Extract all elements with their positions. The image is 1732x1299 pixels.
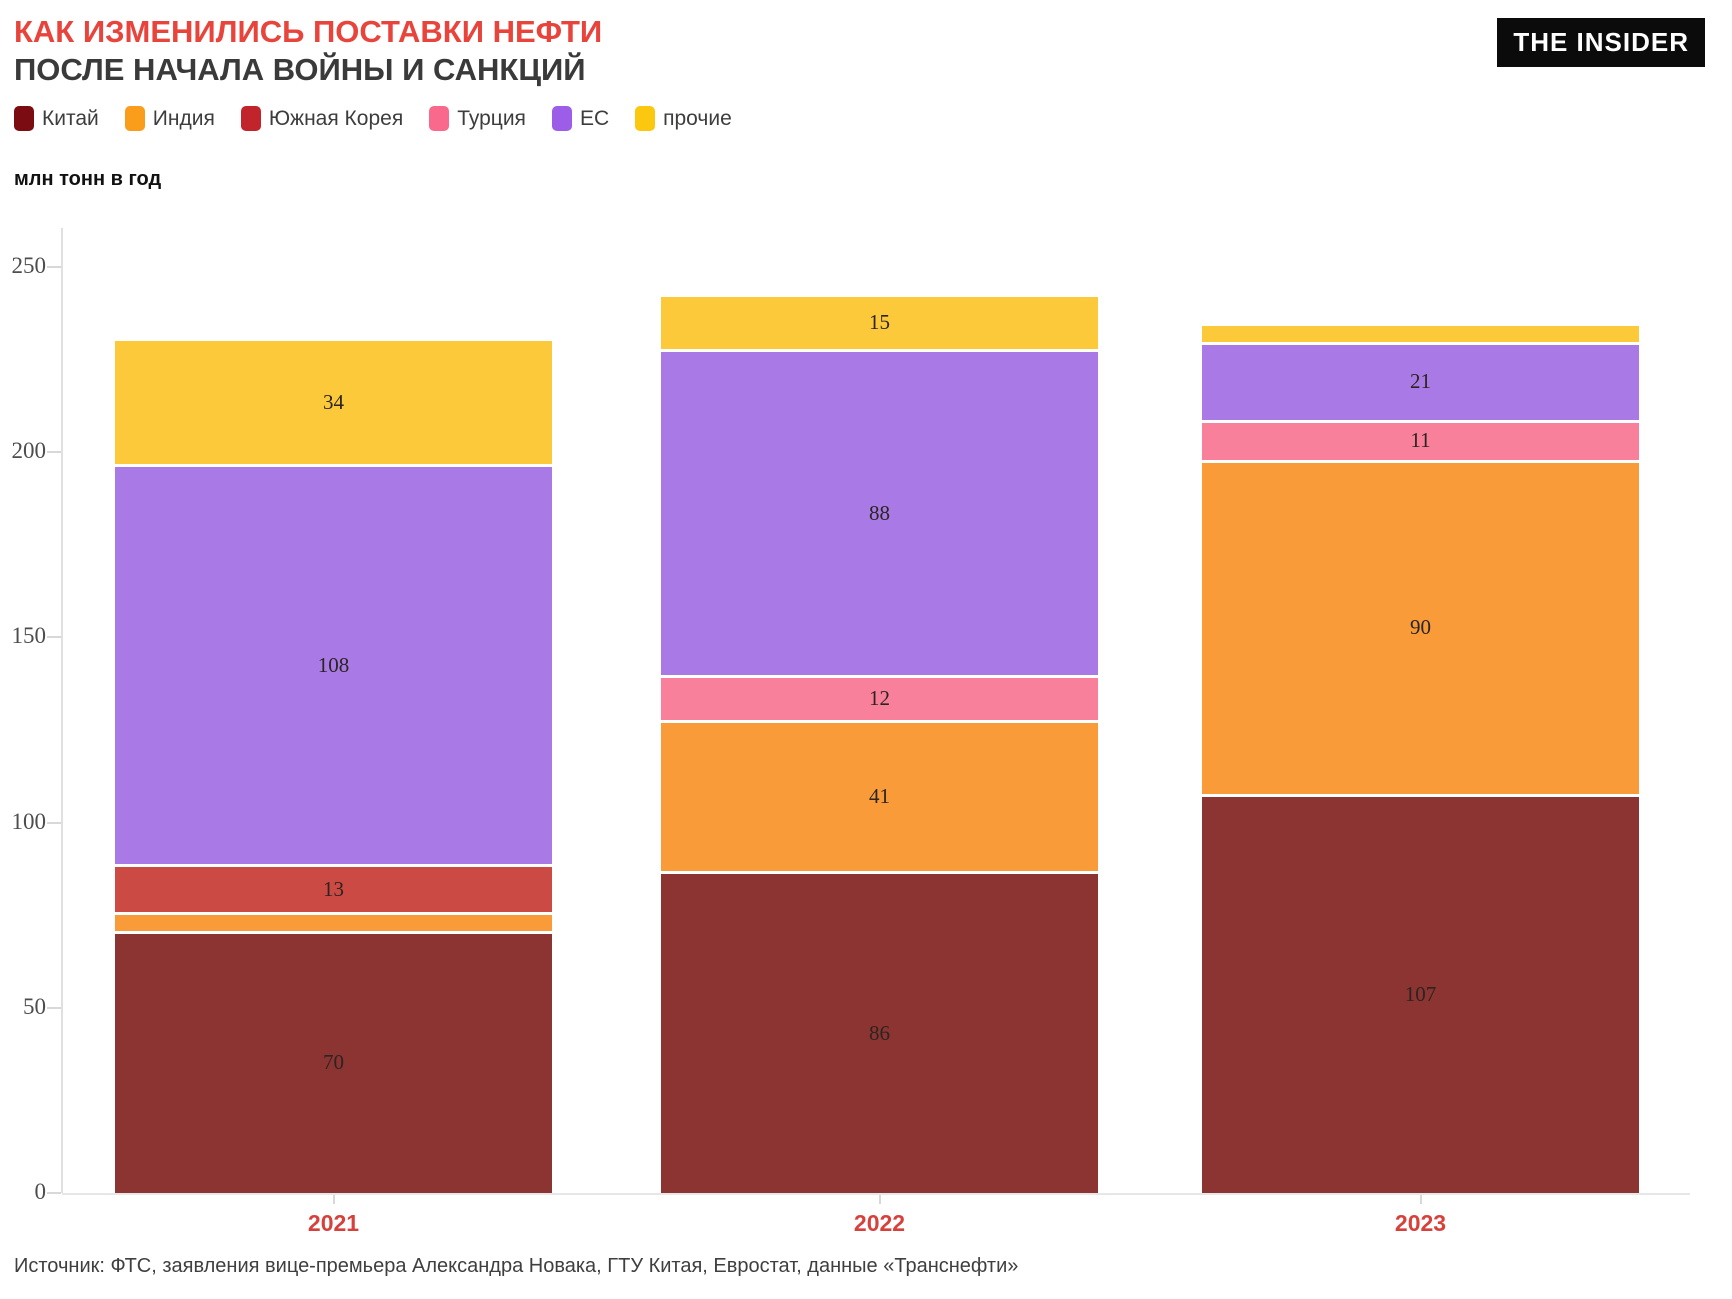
y-tick-label: 200 bbox=[11, 438, 47, 464]
bar-segment-Индия-2022 bbox=[661, 722, 1098, 872]
legend-label: Индия bbox=[152, 106, 215, 130]
page-subtitle: ПОСЛЕ НАЧАЛА ВОЙНЫ И САНКЦИЙ bbox=[14, 52, 586, 87]
bar-value-label: 34 bbox=[323, 389, 344, 414]
x-axis-label-2023: 2023 bbox=[1394, 1210, 1447, 1236]
bar-segment-ЕС-2021 bbox=[115, 467, 552, 865]
bar-segment-ЕС-2022 bbox=[661, 352, 1098, 676]
y-tick-label: 100 bbox=[11, 808, 47, 834]
bar-segment-Турция-2022 bbox=[661, 678, 1098, 720]
legend-label: ЕС bbox=[579, 106, 610, 130]
y-axis-unit-label: млн тонн в год bbox=[14, 168, 162, 190]
bar-value-label: 108 bbox=[317, 652, 350, 677]
legend-label: Турция bbox=[457, 106, 526, 130]
bar-value-label: 11 bbox=[1410, 428, 1431, 453]
bar-segment-Индия-2021 bbox=[115, 915, 552, 931]
legend-swatch-icon bbox=[551, 106, 572, 131]
y-tick-mark bbox=[47, 1192, 61, 1194]
x-axis-label-2021: 2021 bbox=[307, 1210, 360, 1236]
bar-segment-прочие-2022 bbox=[661, 296, 1098, 350]
x-tick-mark bbox=[332, 1195, 335, 1204]
legend-item-Индия: Индия bbox=[124, 106, 215, 131]
bar-value-label: 88 bbox=[869, 500, 890, 525]
y-tick-mark bbox=[47, 636, 61, 639]
y-tick-label: 150 bbox=[11, 623, 47, 649]
the-insider-logo: THE INSIDER bbox=[1497, 18, 1705, 67]
bar-value-label: 86 bbox=[869, 1020, 890, 1045]
bar-segment-прочие-2021 bbox=[115, 341, 552, 464]
legend-label: Китай bbox=[42, 106, 99, 130]
legend-swatch-icon bbox=[635, 106, 656, 131]
bar-segment-Китай-2021 bbox=[115, 933, 552, 1193]
bar-segment-Китай-2022 bbox=[661, 874, 1098, 1193]
legend-label: Южная Корея bbox=[268, 106, 404, 130]
legend-item-прочие: прочие bbox=[635, 106, 732, 131]
bar-segment-Южная Корея-2021 bbox=[115, 867, 552, 913]
chart-legend: Китай Индия Южная Корея Турция ЕС прочие bbox=[14, 106, 732, 131]
y-tick-mark bbox=[47, 266, 61, 268]
bar-value-label: 90 bbox=[1410, 615, 1431, 640]
bar-segment-Индия-2023 bbox=[1202, 463, 1639, 794]
y-tick-label: 0 bbox=[34, 1179, 47, 1204]
legend-item-Китай: Китай bbox=[14, 106, 99, 131]
bar-value-label: 15 bbox=[869, 309, 890, 334]
legend-item-Турция: Турция bbox=[429, 106, 526, 131]
x-tick-mark bbox=[878, 1195, 881, 1204]
bar-value-label: 107 bbox=[1404, 981, 1437, 1006]
y-tick-mark bbox=[47, 1006, 61, 1009]
bar-value-label: 21 bbox=[1410, 369, 1431, 394]
source-note: Источник: ФТС, заявления вице-премьера А… bbox=[14, 1255, 1019, 1277]
legend-swatch-icon bbox=[14, 106, 34, 131]
bar-value-label: 41 bbox=[869, 784, 890, 809]
bar-segment-Китай-2023 bbox=[1202, 796, 1639, 1193]
legend-swatch-icon bbox=[429, 106, 450, 131]
legend-item-ЕС: ЕС bbox=[551, 106, 610, 131]
legend-swatch-icon bbox=[240, 106, 261, 131]
legend-swatch-icon bbox=[124, 106, 145, 131]
y-axis bbox=[61, 228, 63, 1193]
bar-segment-ЕС-2023 bbox=[1202, 344, 1639, 420]
y-tick-label: 50 bbox=[23, 993, 46, 1019]
x-axis-label-2022: 2022 bbox=[853, 1210, 906, 1236]
bar-segment-Турция-2023 bbox=[1202, 422, 1639, 461]
y-tick-mark bbox=[47, 451, 61, 454]
bar-segment-прочие-2023 bbox=[1202, 326, 1639, 342]
bar-value-label: 70 bbox=[323, 1050, 344, 1075]
legend-item-Южная Корея: Южная Корея bbox=[240, 106, 404, 131]
x-axis-baseline bbox=[62, 1193, 1690, 1195]
y-tick-label: 250 bbox=[11, 253, 47, 278]
x-tick-mark bbox=[1419, 1195, 1422, 1204]
page-title: КАК ИЗМЕНИЛИСЬ ПОСТАВКИ НЕФТИ bbox=[14, 14, 603, 49]
legend-label: прочие bbox=[663, 106, 732, 130]
bar-value-label: 13 bbox=[323, 876, 344, 901]
y-tick-mark bbox=[47, 821, 61, 824]
bar-value-label: 12 bbox=[869, 685, 890, 710]
